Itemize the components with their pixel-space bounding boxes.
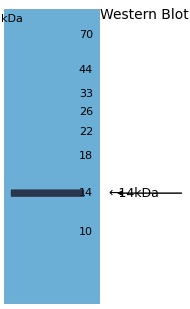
Text: 10: 10	[79, 227, 93, 237]
FancyBboxPatch shape	[11, 189, 84, 197]
Text: kDa: kDa	[1, 14, 23, 24]
Text: Western Blot: Western Blot	[100, 8, 189, 22]
Text: 22: 22	[79, 127, 93, 137]
Text: 14: 14	[79, 188, 93, 198]
Text: ←14kDa: ←14kDa	[108, 187, 159, 200]
Text: 70: 70	[79, 30, 93, 40]
Bar	[4, 9, 99, 303]
Text: 33: 33	[79, 89, 93, 99]
Text: 18: 18	[79, 151, 93, 161]
Text: 44: 44	[79, 65, 93, 74]
Text: 26: 26	[79, 107, 93, 117]
